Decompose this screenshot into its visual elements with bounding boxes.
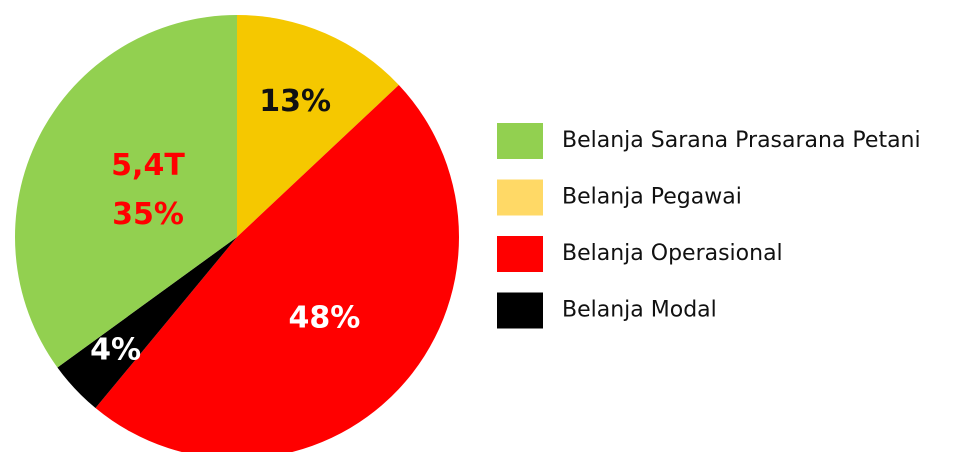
legend-swatch <box>497 179 543 216</box>
value-label: 35% <box>112 197 184 232</box>
pie-slice <box>95 85 459 452</box>
value-label: 4% <box>90 332 141 367</box>
legend-label: Belanja Operasional <box>562 241 783 266</box>
legend-label: Belanja Modal <box>562 298 717 323</box>
legend-label: Belanja Pegawai <box>562 185 742 210</box>
pie-slice <box>15 15 238 368</box>
slice-annotation: 5,4T <box>111 148 185 183</box>
legend-label: Belanja Sarana Prasarana Petani <box>562 128 921 153</box>
legend-swatch <box>497 292 543 329</box>
value-label: 48% <box>288 301 360 336</box>
pie-slice <box>237 15 399 237</box>
legend-swatch <box>497 236 543 272</box>
pie-slice <box>57 237 238 409</box>
value-label: 13% <box>259 84 331 119</box>
legend-swatch <box>497 123 543 159</box>
